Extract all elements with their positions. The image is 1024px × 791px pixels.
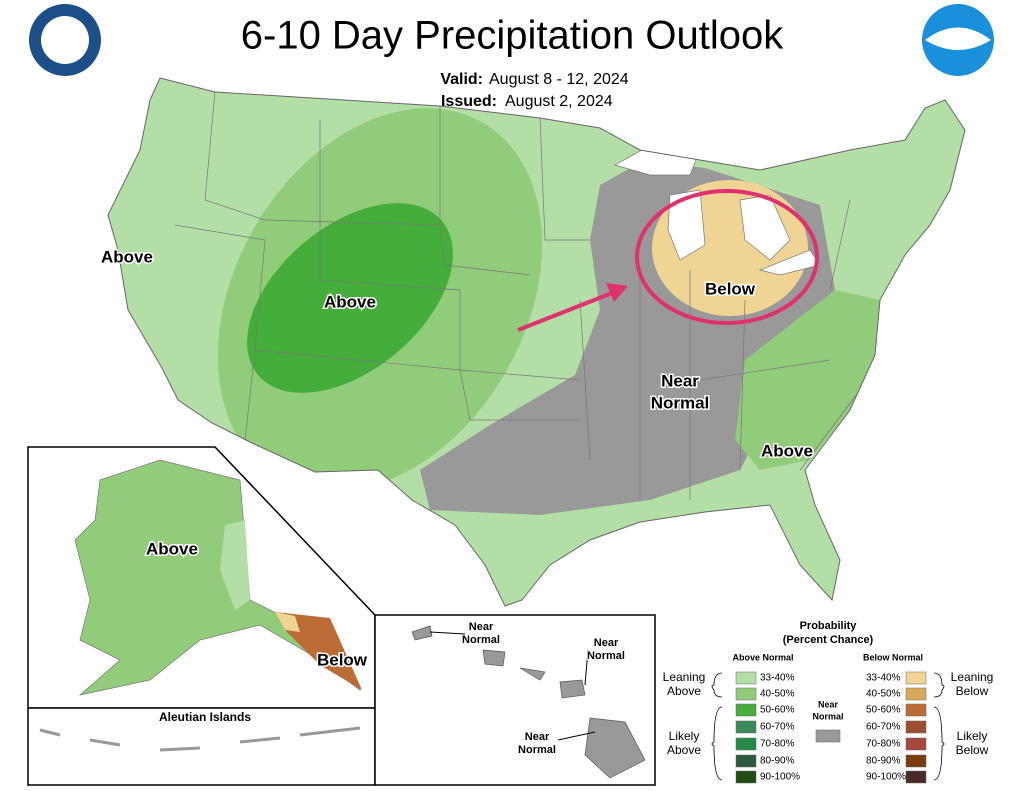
- legend-group: Likely: [957, 729, 988, 743]
- map-label: Normal: [518, 744, 556, 756]
- legend-label: 50-60%: [866, 705, 901, 716]
- legend-group: Leaning: [951, 670, 994, 684]
- legend-near: Near: [818, 699, 839, 709]
- alaska-leaning: [220, 520, 250, 610]
- legend-near: Normal: [812, 711, 843, 721]
- legend-group: Above: [667, 743, 701, 757]
- legend-label: 80-90%: [866, 756, 901, 767]
- legend-group: Above: [667, 684, 701, 698]
- highlight-arrow: [517, 291, 613, 332]
- legend-label: 33-40%: [760, 673, 795, 684]
- map-label: Above: [761, 441, 813, 460]
- legend-label: 80-90%: [760, 756, 795, 767]
- state-lines: [174, 91, 861, 500]
- map-label: Above: [101, 247, 153, 266]
- legend-swatch: [905, 671, 927, 685]
- legend-swatch: [905, 703, 927, 717]
- highlight-arrowhead: [606, 283, 628, 302]
- map-label: Below: [317, 650, 368, 669]
- legend-swatch: [905, 737, 927, 751]
- great-lakes: [614, 139, 821, 276]
- legend-label: 90-100%: [866, 772, 906, 783]
- legend-label: 33-40%: [866, 673, 901, 684]
- issued-date: August 2, 2024: [505, 93, 613, 110]
- region-50-60: [247, 203, 453, 393]
- issued-label: Issued:: [441, 93, 497, 110]
- legend-swatch: [905, 687, 927, 701]
- legend-label: 60-70%: [866, 722, 901, 733]
- legend-subtitle: (Percent Chance): [783, 634, 874, 646]
- legend-braces: [711, 672, 945, 781]
- aleutian-islands: [39, 726, 361, 752]
- legend-label: 50-60%: [760, 705, 795, 716]
- map-label: Near: [594, 637, 619, 649]
- aleutian-inset: [27, 707, 376, 786]
- legend-swatch: [735, 754, 757, 768]
- legend-above-header: Above Normal: [732, 652, 793, 662]
- legend-swatch: [735, 703, 757, 717]
- legend-label: 70-80%: [760, 739, 795, 750]
- legend-group: Likely: [669, 729, 700, 743]
- map-label: Above: [146, 539, 198, 558]
- legend-group: Below: [956, 743, 989, 757]
- legend-swatch: [735, 687, 757, 701]
- legend-swatch: [735, 671, 757, 685]
- map-label: Above: [324, 292, 376, 311]
- legend-swatch: [905, 770, 927, 784]
- legend-title: Probability: [800, 620, 858, 632]
- legend-label: 90-100%: [760, 772, 800, 783]
- legend-group: Leaning: [663, 670, 706, 684]
- map-label: Normal: [651, 393, 710, 412]
- legend-swatch: [735, 720, 757, 734]
- legend-swatch: [735, 770, 757, 784]
- legend-label: 70-80%: [866, 739, 901, 750]
- legend-swatch: [905, 720, 927, 734]
- map-label: Normal: [587, 650, 625, 662]
- map-label: Near: [469, 621, 494, 633]
- aleutian-title: Aleutian Islands: [159, 710, 251, 724]
- noaa-logo-bird: [925, 27, 991, 50]
- legend-swatch: [735, 737, 757, 751]
- legend-below-header: Below Normal: [863, 652, 923, 662]
- conus: [108, 78, 965, 606]
- title: 6-10 Day Precipitation Outlook: [241, 14, 785, 58]
- map-label: Below: [705, 279, 756, 298]
- legend-label: 40-50%: [866, 689, 901, 700]
- commerce-seal-inner: [41, 16, 89, 64]
- valid-dates: August 8 - 12, 2024: [489, 71, 629, 88]
- hawaii-islands: [411, 625, 646, 779]
- map-label: Normal: [462, 634, 500, 646]
- legend-label: 40-50%: [760, 689, 795, 700]
- legend-near-swatch: [815, 729, 841, 743]
- legend-label: 60-70%: [760, 722, 795, 733]
- legend-group: Below: [956, 684, 989, 698]
- conus-outline: [107, 77, 966, 607]
- hawaii-leaders: [429, 631, 596, 741]
- valid-label: Valid:: [440, 71, 483, 88]
- map-label: Near: [525, 731, 550, 743]
- legend-swatch: [905, 754, 927, 768]
- highlight-circle: [635, 189, 819, 325]
- map-label: Near: [661, 371, 699, 390]
- region-east-above: [735, 290, 880, 470]
- alaska-leaning-below: [275, 612, 300, 632]
